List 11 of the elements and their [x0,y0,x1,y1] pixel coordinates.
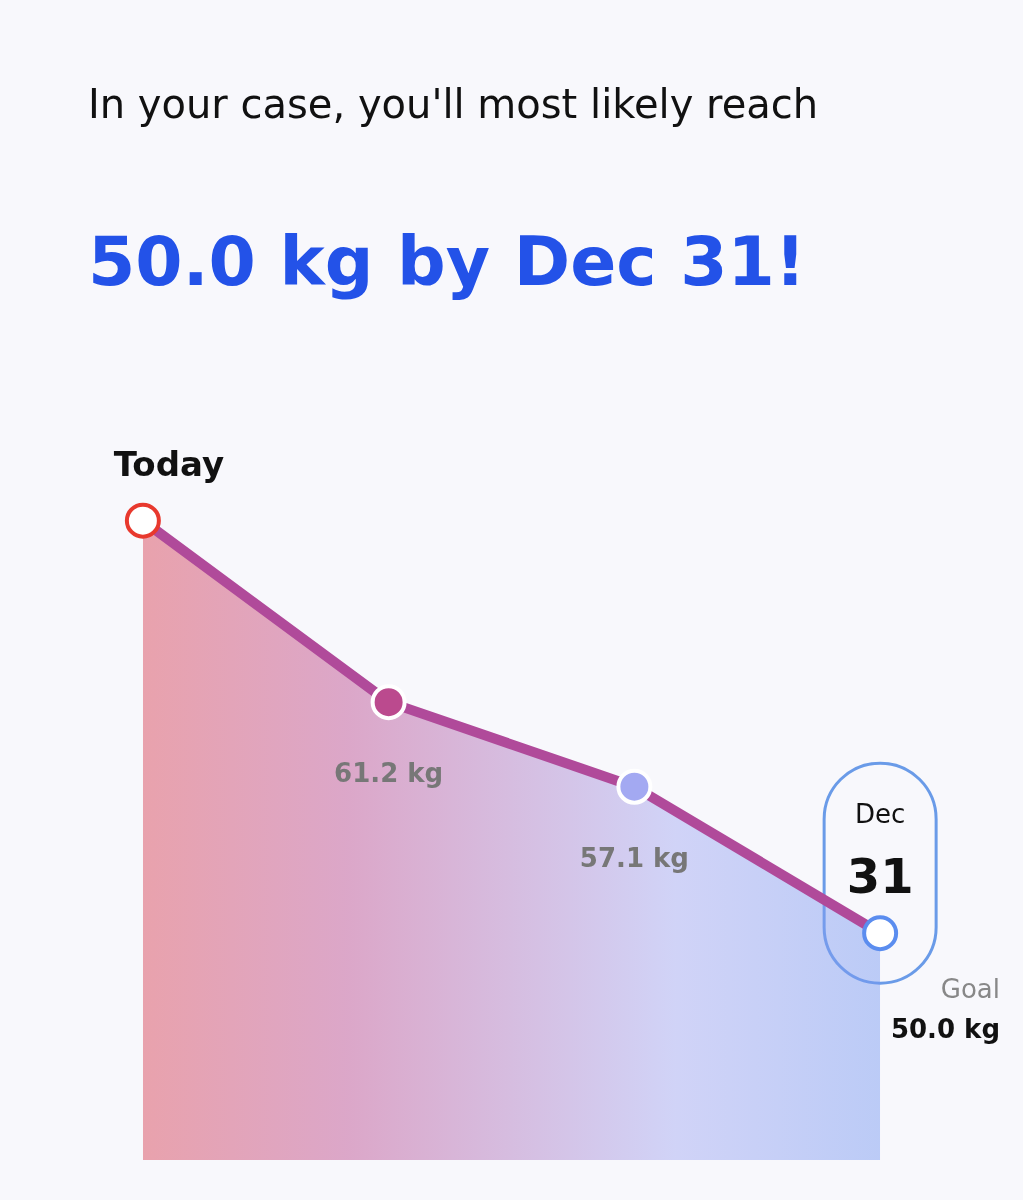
chart-subtitle: 50.0 kg by Dec 31! [88,222,806,301]
data-label: 57.1 kg [579,842,689,873]
annotation: Dec 31 [846,799,914,905]
point [862,915,899,952]
point [616,768,653,805]
annotation: Goal 50.0 kg [890,974,1000,1045]
point [370,684,407,721]
chart-title: In your case, you'll most likely reach [88,80,820,129]
text: Today [113,443,225,484]
data-label: 61.2 kg [334,758,444,789]
point [124,502,161,539]
